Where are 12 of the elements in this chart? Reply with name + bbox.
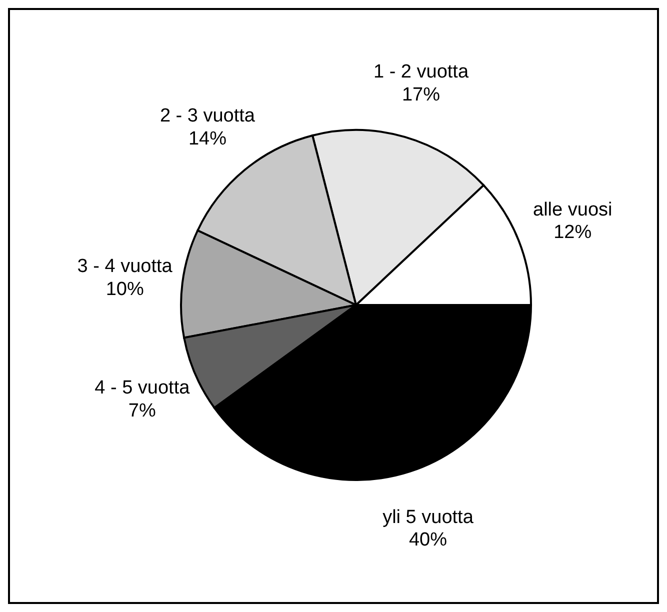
data-label: 7% xyxy=(128,400,156,422)
slice-label: 1 - 2 vuotta xyxy=(373,61,469,82)
slice-label: alle vuosi xyxy=(533,199,612,220)
data-label: 17% xyxy=(402,84,440,106)
slice-label: yli 5 vuotta xyxy=(382,506,474,528)
data-label: 10% xyxy=(106,278,144,300)
data-label: 40% xyxy=(408,530,448,551)
slice-label: 4 - 5 vuotta xyxy=(94,378,190,399)
slice-label: 3 - 4 vuotta xyxy=(77,256,173,277)
data-label: 12% xyxy=(554,222,592,244)
slice-label: 2 - 3 vuotta xyxy=(160,106,256,127)
data-label: 14% xyxy=(188,128,227,150)
